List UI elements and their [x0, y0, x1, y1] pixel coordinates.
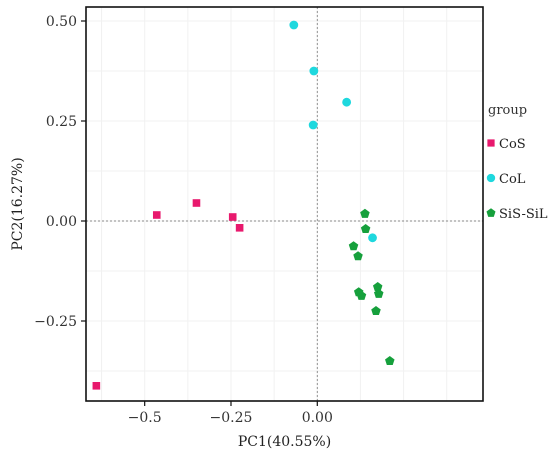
data-point-col [308, 120, 318, 130]
data-point-col [368, 233, 377, 243]
y-tick-label: 0.25 [46, 114, 77, 130]
reference-lines [86, 7, 483, 401]
y-tick-label: −0.25 [34, 314, 77, 330]
data-points [92, 20, 395, 390]
data-point-cos [92, 382, 101, 390]
data-point-sis-sil [372, 282, 383, 292]
data-point-cos [228, 213, 237, 221]
data-point-cos [192, 199, 201, 207]
legend: group CoS CoL SiS-SiL [486, 103, 548, 222]
x-axis-label: PC1(40.55%) [238, 434, 331, 450]
plot-frame [85, 6, 484, 402]
x-tick-label: −0.5 [128, 410, 162, 426]
legend-title: group [488, 103, 527, 118]
data-point-sis-sil [348, 241, 359, 251]
data-point-sis-sil [371, 306, 381, 316]
data-point-sis-sil [385, 356, 395, 366]
data-point-cos [235, 224, 244, 232]
data-point-sis-sil [353, 251, 363, 261]
data-point-sis-sil [360, 208, 370, 218]
y-tick-label: 0.50 [46, 14, 77, 30]
legend-key-sis-sil [486, 208, 496, 217]
x-tick-label: −0.25 [210, 410, 253, 426]
y-axis-label: PC2(16.27%) [10, 157, 26, 250]
legend-label-sis-sil: SiS-SiL [499, 207, 548, 222]
data-point-col [289, 20, 299, 30]
y-tick-label: 0.00 [46, 214, 77, 230]
axes: −0.5 −0.25 0.00 0.50 0.25 0.00 −0.25 [34, 14, 333, 426]
data-point-cos [152, 211, 161, 219]
grid-lines [86, 7, 483, 401]
legend-key-col [486, 173, 496, 183]
data-point-col [309, 66, 319, 76]
legend-label-col: CoL [499, 172, 526, 187]
data-point-sis-sil [373, 288, 384, 298]
legend-key-cos [487, 139, 495, 147]
data-point-col [342, 97, 352, 107]
legend-label-cos: CoS [499, 137, 526, 152]
data-point-sis-sil [360, 224, 371, 234]
data-point-sis-sil [356, 290, 367, 300]
x-tick-label: 0.00 [302, 410, 333, 426]
